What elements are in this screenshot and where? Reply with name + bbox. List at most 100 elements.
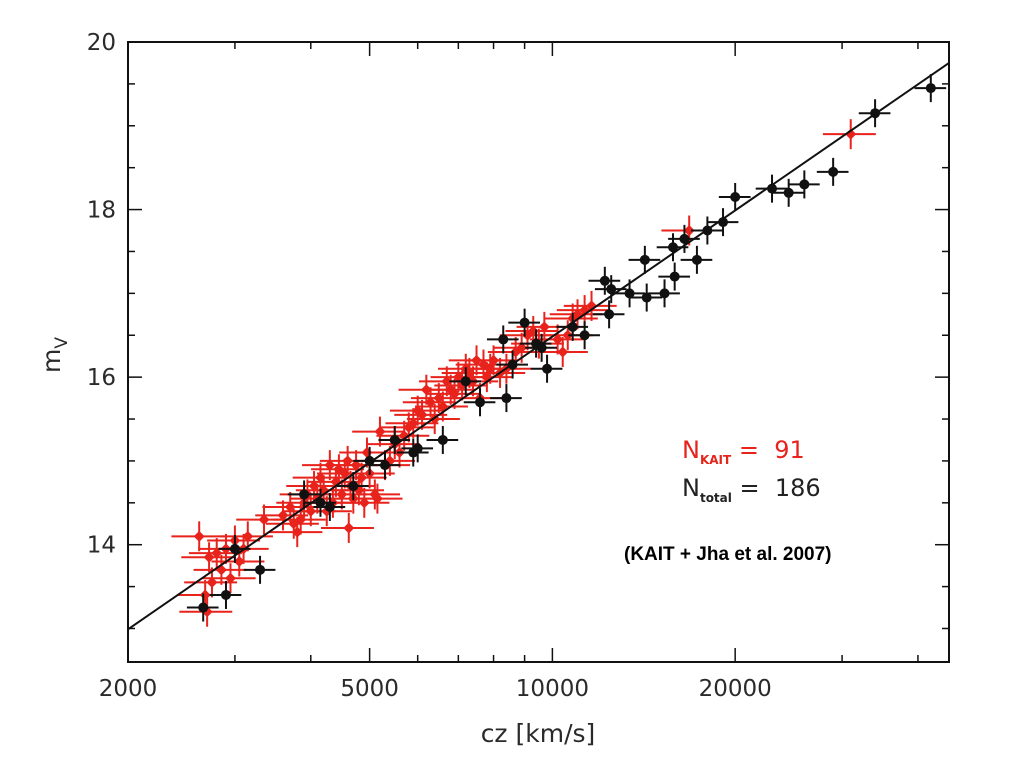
other-marker (412, 443, 423, 454)
other-point (368, 451, 401, 480)
fit-line (127, 62, 950, 631)
kait-point (320, 512, 374, 543)
kait-marker (350, 459, 362, 471)
other-marker (542, 363, 553, 374)
other-point (287, 480, 320, 509)
kait-marker (224, 572, 236, 584)
n-total-rest: = 186 (732, 474, 821, 502)
kait-marker (371, 493, 383, 505)
y-tick-label: 18 (87, 198, 116, 224)
kait-marker (199, 589, 211, 601)
other-point (490, 384, 522, 413)
other-point (628, 245, 661, 274)
other-point (426, 425, 459, 454)
kait-point (181, 542, 235, 573)
other-marker (669, 271, 680, 282)
x-tick-label: 2000 (99, 676, 158, 702)
other-point (788, 170, 820, 199)
other-marker (315, 497, 326, 508)
n-total-prefix: N (682, 474, 700, 502)
other-marker (348, 481, 359, 492)
other-marker (299, 489, 310, 500)
kait-marker (488, 354, 500, 366)
n-kait-annotation: NKAIT = 91 (682, 436, 805, 467)
other-marker (220, 589, 231, 600)
kait-marker (356, 472, 368, 484)
other-point (243, 555, 276, 584)
kait-point (402, 387, 456, 418)
kait-marker (343, 522, 355, 534)
other-marker (679, 233, 690, 244)
kait-marker (242, 530, 254, 542)
y-axis-ticks: 14 16 18 20 (87, 30, 949, 630)
kait-marker (358, 497, 370, 509)
kait-marker (233, 555, 245, 567)
other-point (463, 388, 496, 417)
other-point (816, 157, 849, 186)
other-marker (460, 376, 471, 387)
other-marker (783, 187, 794, 198)
kait-point (202, 563, 256, 594)
kait-point (336, 487, 390, 518)
kait-point (380, 412, 434, 443)
other-point (304, 488, 336, 517)
kait-marker (374, 426, 386, 438)
other-marker (925, 83, 936, 94)
other-marker (379, 460, 390, 471)
x-axis-ticks: 2000 5000 10000 20000 (99, 42, 919, 702)
other-point (648, 279, 680, 308)
kait-point (193, 554, 247, 585)
kait-marker (557, 346, 569, 358)
other-marker (501, 393, 512, 404)
other-marker (324, 502, 335, 512)
other-marker (799, 179, 810, 190)
y-axis-label-sub: V (52, 337, 72, 349)
kait-point (556, 295, 610, 326)
other-marker (730, 192, 741, 202)
kait-point (328, 450, 382, 481)
other-point (592, 300, 625, 329)
y-tick-label: 14 (87, 533, 116, 559)
kait-point (171, 521, 225, 552)
kait-marker (538, 321, 550, 333)
n-kait-prefix: N (682, 436, 700, 464)
kait-point (822, 119, 876, 150)
kait-point (184, 567, 238, 598)
other-point (772, 178, 805, 207)
kait-marker (336, 488, 348, 500)
other-point (508, 308, 540, 337)
other-marker (475, 397, 486, 408)
kait-marker (398, 430, 410, 442)
source-annotation: (KAIT + Jha et al. 2007) (624, 544, 832, 565)
n-kait-rest: = 91 (731, 436, 805, 464)
other-point (218, 534, 251, 563)
other-point (568, 321, 600, 350)
other-marker (437, 434, 448, 445)
other-point (630, 283, 663, 312)
kait-marker (342, 455, 354, 467)
kait-point (211, 546, 265, 577)
other-point (313, 493, 346, 521)
kait-marker (516, 342, 528, 354)
kait-marker (258, 514, 270, 526)
other-marker (606, 284, 617, 295)
kait-point (376, 420, 430, 451)
kait-marker (211, 547, 223, 559)
other-point (530, 354, 563, 383)
y-tick-label: 20 (87, 30, 116, 56)
other-marker (691, 254, 702, 265)
kait-marker (206, 576, 218, 588)
other-marker (198, 602, 209, 613)
kait-point (534, 337, 588, 367)
kait-point (236, 504, 290, 535)
series-other (186, 74, 947, 622)
other-marker (255, 564, 266, 575)
y-axis-label: mV (37, 337, 72, 373)
plot-frame (127, 41, 950, 663)
kait-point (349, 483, 403, 514)
kait-marker (203, 551, 215, 563)
x-tick-label: 5000 (340, 676, 399, 702)
x-axis-label: cz [km/s] (481, 719, 596, 748)
kait-marker (425, 396, 437, 408)
